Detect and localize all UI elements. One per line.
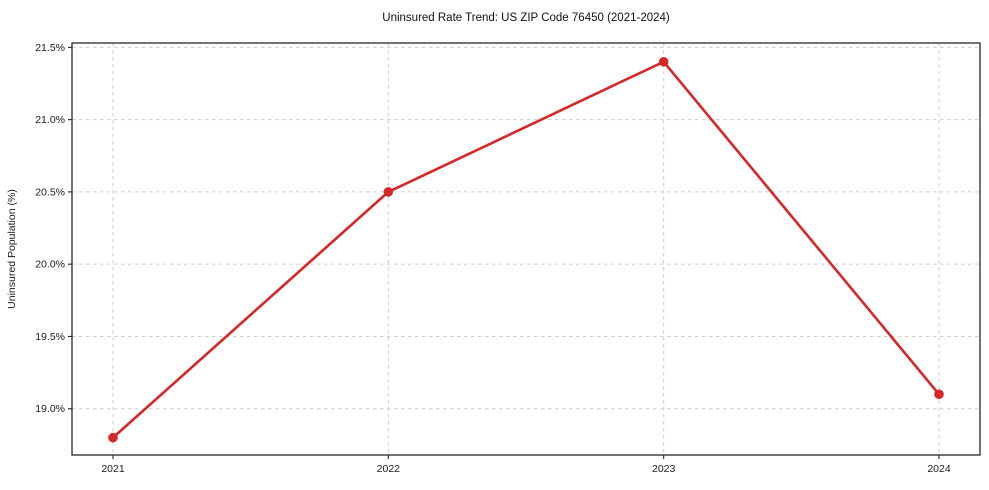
- chart-title: Uninsured Rate Trend: US ZIP Code 76450 …: [382, 12, 670, 24]
- data-point: [934, 389, 944, 400]
- y-axis-label: Uninsured Population (%): [6, 189, 18, 309]
- plot-border: [71, 42, 981, 456]
- y-tick-label: 21.0%: [35, 114, 65, 126]
- x-tick-label: 2021: [101, 463, 125, 475]
- y-tick-label: 19.5%: [35, 331, 65, 343]
- x-tick-label: 2022: [377, 463, 401, 475]
- data-point: [658, 56, 669, 67]
- y-tick-label: 20.5%: [35, 186, 65, 198]
- y-tick-label: 21.5%: [35, 42, 65, 54]
- x-tick-label: 2024: [927, 463, 951, 475]
- data-point: [383, 187, 394, 197]
- trend-line: [111, 60, 941, 439]
- y-tick-label: 19.0%: [35, 403, 65, 415]
- y-tick-label: 20.0%: [35, 259, 65, 271]
- data-point: [108, 432, 118, 443]
- x-tick-label: 2023: [652, 463, 676, 475]
- plot-area: 19.0% 19.5% 20.0% 20.5% 21.0% 21.5% 2021 2022 20…: [35, 42, 981, 475]
